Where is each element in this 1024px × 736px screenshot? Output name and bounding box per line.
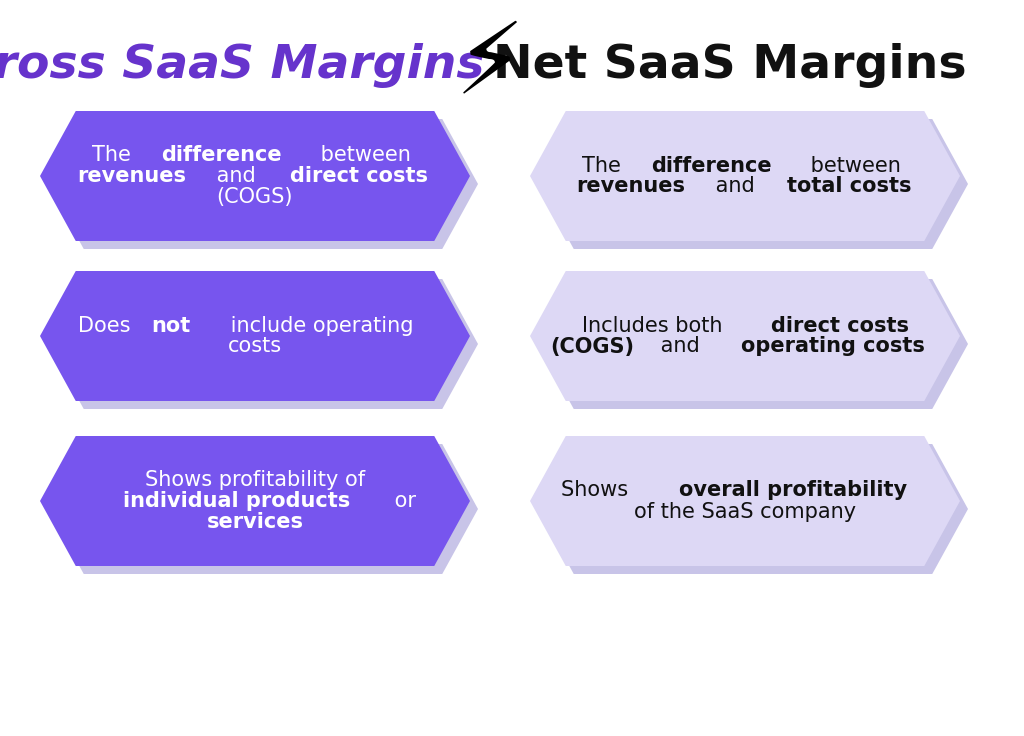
Text: not: not — [152, 316, 190, 336]
Text: total costs: total costs — [786, 177, 911, 197]
Text: between: between — [313, 145, 411, 165]
Polygon shape — [538, 444, 968, 574]
Text: difference: difference — [162, 145, 283, 165]
Text: Shows profitability of: Shows profitability of — [145, 470, 366, 490]
Text: and: and — [709, 177, 761, 197]
Text: revenues: revenues — [78, 166, 186, 186]
Polygon shape — [40, 111, 470, 241]
Text: revenues: revenues — [577, 177, 685, 197]
Polygon shape — [530, 111, 961, 241]
Text: and: and — [210, 166, 262, 186]
Polygon shape — [530, 436, 961, 566]
Text: Shows: Shows — [561, 481, 635, 500]
Polygon shape — [48, 279, 478, 409]
Text: individual products: individual products — [123, 491, 350, 511]
Polygon shape — [48, 119, 478, 249]
Text: difference: difference — [651, 155, 772, 175]
Text: direct costs: direct costs — [771, 316, 909, 336]
Text: ⚡: ⚡ — [455, 18, 525, 115]
Polygon shape — [48, 444, 478, 574]
Text: (COGS): (COGS) — [551, 336, 635, 356]
Polygon shape — [538, 119, 968, 249]
Text: (COGS): (COGS) — [217, 187, 293, 207]
Polygon shape — [40, 436, 470, 566]
Text: Gross SaaS Margins: Gross SaaS Margins — [0, 43, 484, 88]
Polygon shape — [538, 279, 968, 409]
Polygon shape — [40, 271, 470, 401]
Text: The: The — [582, 155, 628, 175]
Text: services: services — [207, 512, 303, 532]
Text: Includes both: Includes both — [583, 316, 729, 336]
Text: direct costs: direct costs — [290, 166, 428, 186]
Text: Net SaaS Margins: Net SaaS Margins — [494, 43, 967, 88]
Text: Does: Does — [78, 316, 137, 336]
Text: of the SaaS company: of the SaaS company — [634, 501, 856, 522]
Text: and: and — [654, 336, 707, 356]
Text: or: or — [388, 491, 416, 511]
Text: The: The — [92, 145, 137, 165]
Text: between: between — [804, 155, 901, 175]
Text: overall profitability: overall profitability — [679, 481, 906, 500]
Text: costs: costs — [228, 336, 282, 356]
Text: operating costs: operating costs — [741, 336, 925, 356]
Text: include operating: include operating — [223, 316, 414, 336]
Polygon shape — [530, 271, 961, 401]
